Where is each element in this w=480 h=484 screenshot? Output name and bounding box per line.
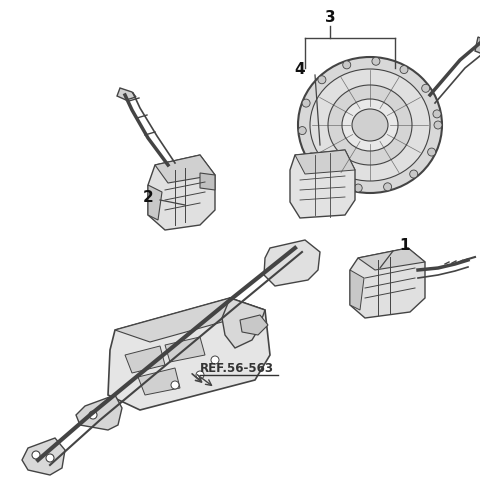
Polygon shape [350, 270, 364, 310]
Circle shape [89, 411, 97, 419]
Ellipse shape [328, 85, 412, 165]
Circle shape [400, 65, 408, 74]
Circle shape [327, 173, 335, 182]
Polygon shape [200, 173, 215, 190]
Polygon shape [148, 185, 162, 220]
Circle shape [307, 153, 315, 161]
Circle shape [343, 61, 351, 69]
Circle shape [354, 184, 362, 192]
Polygon shape [222, 298, 265, 348]
Polygon shape [108, 298, 270, 410]
Polygon shape [22, 438, 65, 475]
Polygon shape [125, 346, 165, 373]
Ellipse shape [352, 109, 388, 141]
Polygon shape [475, 37, 480, 57]
Circle shape [372, 57, 380, 65]
Polygon shape [358, 248, 425, 270]
Circle shape [428, 148, 436, 156]
Text: 1: 1 [400, 238, 410, 253]
Text: 4: 4 [295, 62, 305, 77]
Polygon shape [290, 150, 355, 218]
Circle shape [410, 170, 418, 178]
Circle shape [422, 84, 430, 92]
Circle shape [384, 183, 392, 191]
Circle shape [46, 454, 54, 462]
Polygon shape [165, 337, 205, 362]
Polygon shape [76, 395, 122, 430]
Circle shape [211, 356, 219, 364]
Circle shape [318, 76, 326, 84]
Ellipse shape [342, 99, 398, 151]
Polygon shape [155, 155, 215, 183]
Text: REF.56-563: REF.56-563 [200, 362, 274, 375]
Polygon shape [117, 88, 136, 100]
Circle shape [302, 99, 310, 107]
Circle shape [196, 371, 204, 379]
Polygon shape [350, 248, 425, 318]
Polygon shape [240, 315, 268, 335]
Ellipse shape [298, 57, 442, 193]
Circle shape [433, 110, 441, 118]
Circle shape [298, 127, 306, 135]
Circle shape [434, 121, 442, 129]
Polygon shape [138, 368, 180, 395]
Text: 2: 2 [143, 191, 154, 206]
Polygon shape [115, 298, 265, 342]
Polygon shape [295, 150, 355, 174]
Polygon shape [264, 240, 320, 286]
Ellipse shape [310, 69, 430, 181]
Polygon shape [148, 155, 215, 230]
Circle shape [171, 381, 179, 389]
Text: 3: 3 [324, 11, 336, 26]
Circle shape [32, 451, 40, 459]
